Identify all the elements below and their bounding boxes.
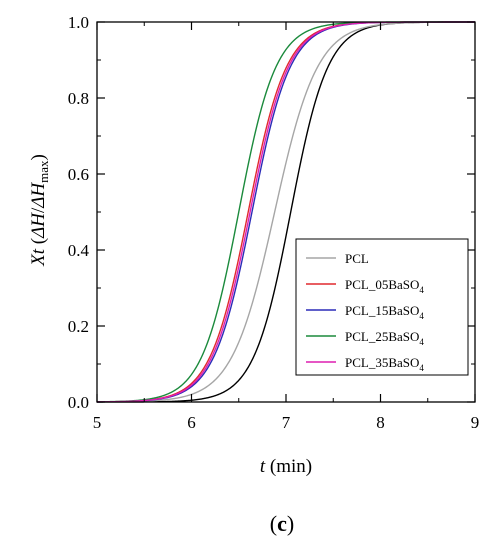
x-tick-label: 6 [187,413,196,432]
legend-label: PCL_25BaSO4 [345,329,424,347]
x-tick-label: 7 [282,413,291,432]
x-axis-label: t (min) [260,456,312,477]
y-tick-label: 0.0 [68,393,89,412]
x-tick-label: 9 [471,413,480,432]
panel-label: (c) [270,511,294,536]
legend-label: PCL_05BaSO4 [345,277,424,295]
x-axis-ticks: 5 6 7 8 9 [93,22,480,432]
y-tick-label: 0.4 [68,241,90,260]
y-axis-ticks: 0.0 0.2 0.4 0.6 0.8 1.0 [68,13,475,412]
legend-label: PCL_15BaSO4 [345,303,424,321]
y-tick-label: 1.0 [68,13,89,32]
y-axis-label: Xt (ΔH/ΔHmax) [28,154,51,267]
x-axis-var: t [260,456,266,477]
x-tick-label: 8 [376,413,385,432]
y-tick-label: 0.6 [68,165,89,184]
legend: PCL PCL_05BaSO4 PCL_15BaSO4 PCL_25BaSO4 PCL_… [295,238,469,376]
y-tick-label: 0.8 [68,89,89,108]
legend-label: PCL_35BaSO4 [345,355,424,373]
legend-label: PCL [345,251,369,266]
legend-box [295,238,469,376]
x-axis-unit: (min) [265,456,312,477]
y-tick-label: 0.2 [68,317,89,336]
y-axis-var: Xt [28,248,49,267]
x-tick-label: 5 [93,413,102,432]
